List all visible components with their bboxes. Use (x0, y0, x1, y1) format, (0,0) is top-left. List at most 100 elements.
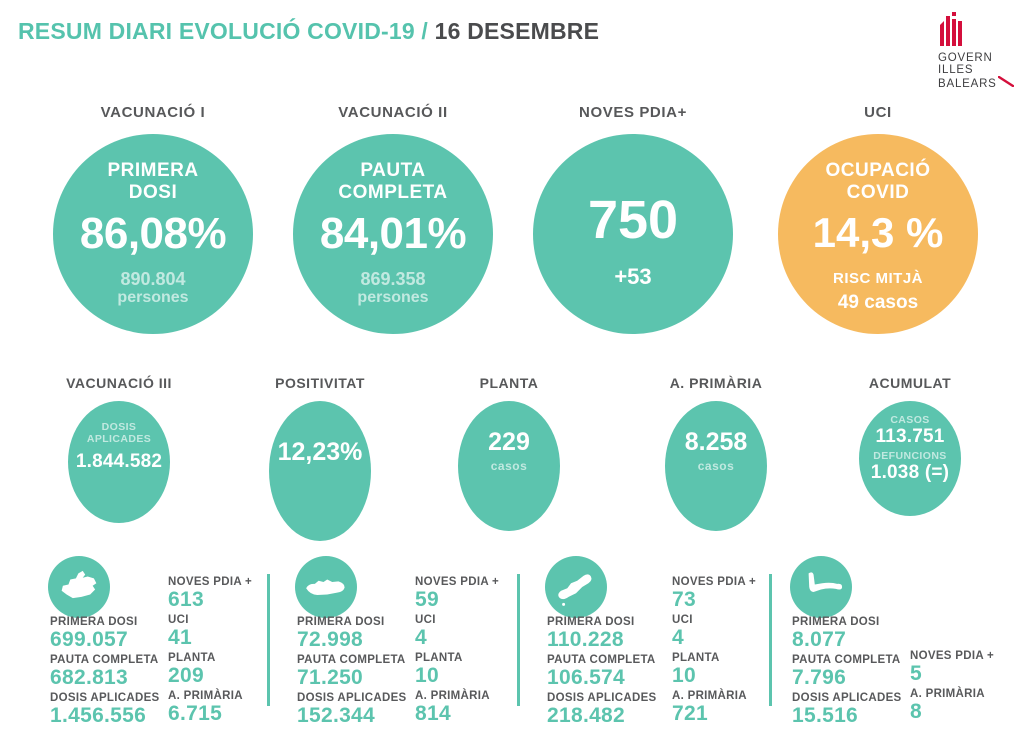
eivissa-map-icon (545, 556, 607, 618)
island-case-stats: NOVES PDIA + 73 UCI 4 PLANTA 10 A. PRIMÀ… (672, 576, 790, 728)
logo-line-balears: BALEARS (938, 76, 1024, 90)
stat-value: 10 (415, 664, 439, 687)
stat-label: PAUTA COMPLETA (50, 654, 159, 666)
island-vaccination-stats: PRIMERA DOSI 8.077 PAUTA COMPLETA 7.796 … (792, 616, 910, 730)
stat-label: NOVES PDIA + (415, 576, 500, 588)
stat-value: 1.456.556 (50, 704, 147, 727)
section-divider (769, 574, 772, 706)
stat-value: 613 (168, 588, 204, 611)
stat-value: 209 (168, 664, 204, 687)
heading-vacunacio-2: VACUNACIÓ II (338, 104, 448, 121)
stat-pair: PAUTA COMPLETA 682.813 (50, 654, 168, 689)
senyera-stripes-icon (940, 12, 962, 46)
stat-value: 4 (415, 626, 427, 649)
stat-pair: PRIMERA DOSI 8.077 (792, 616, 910, 651)
mallorca-map-icon (48, 556, 110, 618)
stat-value: 73 (672, 588, 696, 611)
stat-pair: A. PRIMÀRIA 814 (415, 690, 533, 725)
stat-value: 41 (168, 626, 192, 649)
island-case-stats: NOVES PDIA + 59 UCI 4 PLANTA 10 A. PRIMÀ… (415, 576, 533, 728)
stat-value: 152.344 (297, 704, 376, 727)
stat-value: 15.516 (792, 704, 859, 727)
kpi-circle-noves-pdia: 750 +53 (533, 134, 733, 334)
stat-pair: PLANTA 10 (415, 652, 533, 687)
stat-value: 682.813 (50, 666, 129, 689)
stat-pair: PAUTA COMPLETA 71.250 (297, 654, 415, 689)
island-case-stats: NOVES PDIA + 5 A. PRIMÀRIA 8 (910, 650, 1024, 726)
stat-label: UCI (672, 614, 693, 626)
kpi-detail: 869.358 persones (357, 269, 429, 306)
stat-value: 814 (415, 702, 451, 725)
stat-label: PRIMERA DOSI (792, 616, 880, 628)
stat-pair: PRIMERA DOSI 699.057 (50, 616, 168, 651)
kpi-label-defuncions: DEFUNCIONS (873, 450, 947, 462)
kpi-block-vacunacio-3: VACUNACIÓ III DOSIS APLICADES 1.844.582 (34, 375, 204, 523)
stat-pair: UCI 41 (168, 614, 286, 649)
stat-pair: A. PRIMÀRIA 6.715 (168, 690, 286, 725)
stat-pair: PAUTA COMPLETA 106.574 (547, 654, 665, 689)
formentera-map-icon (790, 556, 852, 618)
stat-label: DOSIS APLICADES (50, 692, 160, 704)
stat-pair: NOVES PDIA + 73 (672, 576, 790, 611)
stat-label: PAUTA COMPLETA (547, 654, 656, 666)
stat-label: PLANTA (672, 652, 720, 664)
stat-pair: DOSIS APLICADES 152.344 (297, 692, 415, 727)
kpi-label-casos: CASOS (890, 414, 930, 426)
kpi-circle-dosis-aplicades: DOSIS APLICADES 1.844.582 (68, 401, 170, 523)
heading-acumulat: ACUMULAT (868, 375, 952, 391)
stat-value: 721 (672, 702, 708, 725)
stat-label: NOVES PDIA + (168, 576, 253, 588)
kpi-circle-acumulat: CASOS 113.751 DEFUNCIONS 1.038 (=) (859, 401, 961, 516)
section-divider (517, 574, 520, 706)
stat-pair: NOVES PDIA + 59 (415, 576, 533, 611)
stat-label: NOVES PDIA + (910, 650, 995, 662)
island-vaccination-stats: PRIMERA DOSI 72.998 PAUTA COMPLETA 71.25… (297, 616, 415, 730)
heading-vacunacio-1: VACUNACIÓ I (100, 104, 206, 121)
kpi-circle-a-primaria: 8.258 casos (665, 401, 767, 531)
logo-line-govern: GOVERN (938, 52, 993, 64)
stat-value: 72.998 (297, 628, 364, 651)
heading-a-primaria: A. PRIMÀRIA (669, 375, 763, 391)
kpi-sub-heading: PAUTA COMPLETA (338, 160, 448, 203)
kpi-value: 750 (587, 190, 679, 250)
stat-pair: DOSIS APLICADES 15.516 (792, 692, 910, 727)
kpi-value: 229 (488, 428, 530, 456)
stat-pair: NOVES PDIA + 613 (168, 576, 286, 611)
section-divider (267, 574, 270, 706)
stat-value: 110.228 (547, 628, 624, 651)
island-section-menorca: PRIMERA DOSI 72.998 PAUTA COMPLETA 71.25… (295, 552, 535, 727)
stat-value: 8.077 (792, 628, 847, 651)
stat-label: PLANTA (415, 652, 463, 664)
stat-label: PLANTA (168, 652, 216, 664)
kpi-sub-heading: OCUPACIÓ COVID (825, 160, 931, 203)
stat-label: A. PRIMÀRIA (910, 688, 985, 700)
stat-label: PRIMERA DOSI (50, 616, 138, 628)
page-title-main: RESUM DIARI EVOLUCIÓ COVID-19 / (18, 18, 429, 44)
kpi-value: 1.844.582 (75, 451, 163, 472)
stat-pair: A. PRIMÀRIA 8 (910, 688, 1024, 723)
kpi-block-a-primaria: A. PRIMÀRIA 8.258 casos (631, 375, 801, 531)
kpi-sub-heading: PRIMERA DOSI (107, 160, 199, 203)
logo-diagonal-stroke-icon (997, 76, 1014, 87)
stat-value: 59 (415, 588, 439, 611)
stat-label: PRIMERA DOSI (547, 616, 635, 628)
island-section-mallorca: PRIMERA DOSI 699.057 PAUTA COMPLETA 682.… (48, 552, 288, 727)
kpi-circle-primera-dosi: PRIMERA DOSI 86,08% 890.804 persones (53, 134, 253, 334)
kpi-value-defuncions: 1.038 (=) (870, 462, 950, 483)
stat-label: NOVES PDIA + (672, 576, 757, 588)
stat-pair: UCI 4 (415, 614, 533, 649)
kpi-value: 86,08% (79, 209, 227, 258)
stat-label: DOSIS APLICADES (297, 692, 407, 704)
stat-pair: PAUTA COMPLETA 7.796 (792, 654, 910, 689)
page-title: RESUM DIARI EVOLUCIÓ COVID-19 / 16 DESEM… (18, 18, 599, 45)
kpi-block-planta: PLANTA 229 casos (424, 375, 594, 531)
logo-text: GOVERN ILLES BALEARS (938, 52, 1024, 90)
island-section-formentera: PRIMERA DOSI 8.077 PAUTA COMPLETA 7.796 … (790, 552, 1024, 727)
kpi-value: 8.258 (684, 428, 748, 456)
stat-value: 7.796 (792, 666, 847, 689)
stat-value: 218.482 (547, 704, 626, 727)
heading-positivitat: POSITIVITAT (275, 375, 365, 391)
kpi-unit: casos (490, 459, 528, 473)
kpi-value: 14,3 % (812, 209, 944, 256)
stat-label: PAUTA COMPLETA (297, 654, 406, 666)
